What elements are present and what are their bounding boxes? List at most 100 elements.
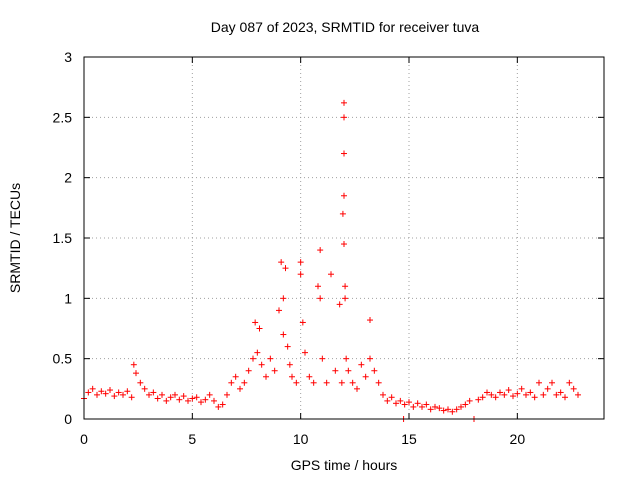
data-point (367, 355, 373, 362)
data-point (224, 391, 230, 398)
data-point (440, 407, 447, 414)
data-point (252, 319, 259, 326)
data-point (367, 317, 373, 324)
data-point (189, 395, 196, 402)
data-point (154, 395, 161, 402)
data-point (566, 379, 573, 386)
data-point (354, 385, 360, 392)
data-point (336, 301, 343, 308)
data-point (120, 391, 126, 398)
data-point (271, 367, 278, 374)
data-point (306, 373, 313, 380)
data-point (245, 367, 252, 374)
data-point (341, 99, 347, 106)
data-point (133, 370, 139, 377)
data-point (540, 391, 547, 398)
x-tick-label: 20 (510, 431, 526, 447)
data-point (380, 391, 386, 398)
data-point (115, 389, 122, 396)
data-point (549, 379, 555, 386)
data-point (310, 379, 317, 386)
data-point (388, 394, 395, 401)
data-point (523, 391, 529, 398)
data-point (393, 400, 399, 407)
data-point (432, 403, 438, 410)
data-point (293, 379, 300, 386)
data-point (102, 390, 109, 397)
data-point (449, 408, 456, 415)
data-point (89, 385, 96, 392)
data-point (419, 403, 425, 410)
data-point (401, 401, 408, 408)
data-point (250, 355, 256, 362)
data-point (341, 150, 347, 157)
tick-labels: 0 5 10 15 20 0 0.5 1 1.5 2 2.5 3 (53, 49, 526, 447)
data-point (406, 399, 412, 406)
data-point (317, 247, 324, 254)
data-point (505, 387, 512, 394)
x-tick-label: 10 (293, 431, 309, 447)
data-point (232, 373, 239, 380)
data-point (384, 397, 391, 404)
data-point (282, 265, 289, 272)
data-point (475, 396, 482, 403)
data-point (570, 385, 577, 392)
data-point (193, 394, 200, 401)
data-point (492, 394, 499, 401)
data-point (436, 405, 443, 412)
data-point (339, 210, 346, 217)
data-point (280, 331, 287, 338)
data-point (371, 367, 378, 374)
data-point (202, 396, 209, 403)
data-point (128, 394, 135, 401)
data-point (185, 397, 191, 404)
data-point (527, 389, 534, 396)
data-point (323, 379, 330, 386)
data-point (358, 361, 365, 368)
data-point (176, 396, 183, 403)
data-point (445, 406, 451, 413)
y-tick-label: 0.5 (53, 351, 73, 367)
data-point (263, 373, 269, 380)
data-point (258, 361, 265, 368)
data-point (345, 367, 352, 374)
y-tick-label: 0 (64, 411, 72, 427)
data-point (159, 391, 165, 398)
y-tick-label: 1 (64, 290, 72, 306)
data-point (338, 379, 345, 386)
data-point (198, 399, 204, 406)
data-point (397, 397, 404, 404)
data-point (343, 355, 350, 362)
data-point (150, 389, 157, 396)
data-point (518, 385, 525, 392)
data-point (206, 391, 213, 398)
data-point (124, 388, 131, 395)
data-point (488, 391, 495, 398)
data-point (462, 401, 469, 408)
data-point (302, 349, 308, 356)
data-point (297, 259, 304, 266)
data-point (256, 325, 263, 332)
data-point (137, 379, 144, 386)
data-point (297, 271, 304, 278)
data-point (497, 389, 503, 396)
data-point (531, 394, 538, 401)
data-point (514, 390, 521, 397)
data-point (167, 394, 174, 401)
x-tick-label: 0 (80, 431, 88, 447)
data-point (553, 391, 560, 398)
data-point (341, 241, 347, 248)
data-point (267, 355, 274, 362)
data-point (557, 389, 564, 396)
data-point (146, 391, 152, 398)
data-point (427, 406, 434, 413)
data-point (228, 379, 235, 386)
data-point (479, 394, 486, 401)
data-point (510, 393, 516, 400)
data-point (317, 295, 324, 302)
x-tick-label: 5 (188, 431, 196, 447)
data-point (501, 391, 508, 398)
data-point (342, 295, 349, 302)
data-point (289, 373, 295, 380)
